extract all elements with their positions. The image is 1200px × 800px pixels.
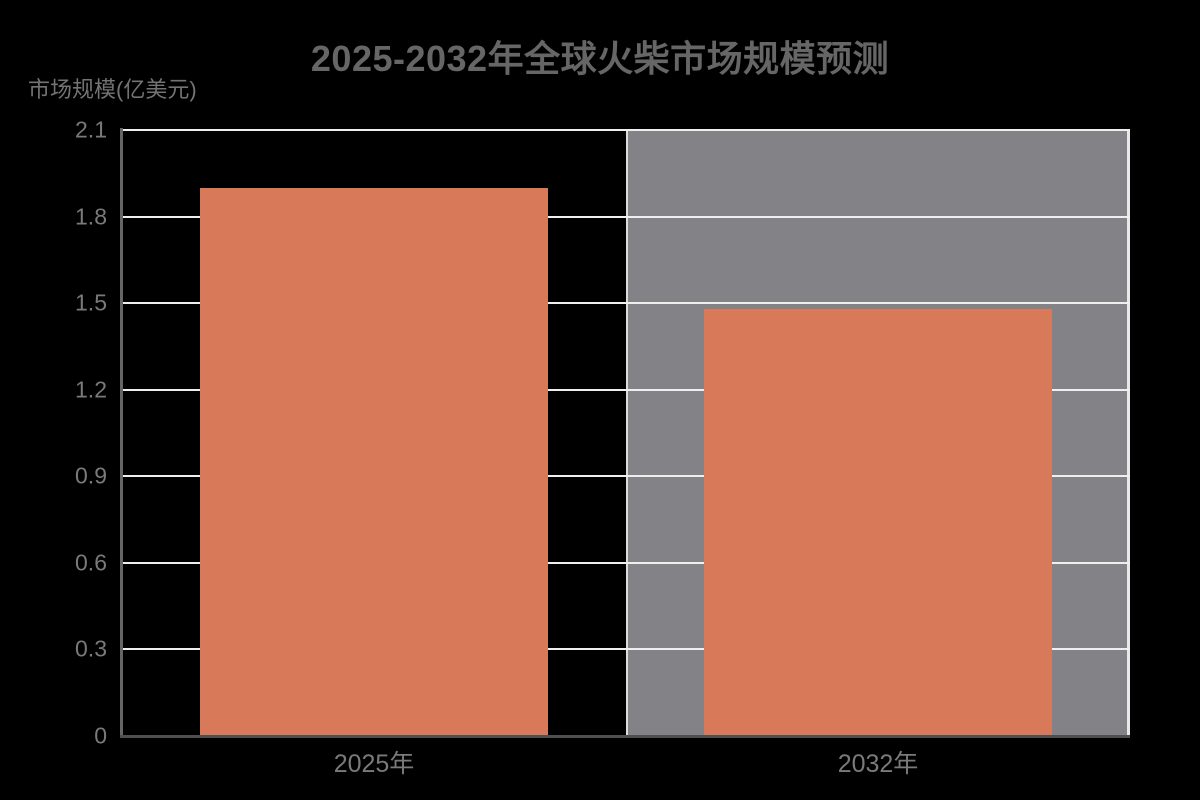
y-axis-tick-labels: 0 0.3 0.6 0.9 1.2 1.5 1.8 2.1 bbox=[0, 118, 107, 747]
x-tick-label-2025年: 2025年 bbox=[333, 750, 415, 778]
gridline-y-0.9 bbox=[122, 475, 1130, 478]
y-axis-spine bbox=[120, 128, 123, 736]
y-tick-label: 2.1 bbox=[75, 116, 107, 143]
y-axis-title: 市场规模(亿美元) bbox=[28, 77, 197, 102]
bar-2025年 bbox=[200, 187, 548, 736]
gridline-y-0.6 bbox=[122, 561, 1130, 564]
bar-2032年 bbox=[704, 308, 1052, 736]
gridline-y-2.1 bbox=[122, 129, 1130, 131]
x-axis-tick-labels: 2025年 2032年 bbox=[122, 744, 1130, 778]
gridline-y-1.8 bbox=[122, 215, 1130, 218]
plot-area bbox=[120, 128, 1130, 738]
gridline-y-1.5 bbox=[122, 302, 1130, 305]
y-tick-label: 0.6 bbox=[75, 549, 107, 576]
y-tick-label: 1.5 bbox=[75, 289, 107, 316]
gridline-y-0.3 bbox=[122, 648, 1130, 651]
x-tick-label-2032年: 2032年 bbox=[837, 750, 919, 778]
gridline-y-1.2 bbox=[122, 388, 1130, 391]
y-tick-label: 1.2 bbox=[75, 376, 107, 403]
y-tick-label: 1.8 bbox=[75, 203, 107, 230]
chart-title: 2025-2032年全球火柴市场规模预测 bbox=[310, 38, 890, 79]
y-tick-label: 0.3 bbox=[75, 635, 107, 662]
x-axis-spine bbox=[120, 735, 1130, 738]
y-tick-label: 0.9 bbox=[75, 462, 107, 489]
y-tick-label: 0 bbox=[94, 722, 107, 749]
